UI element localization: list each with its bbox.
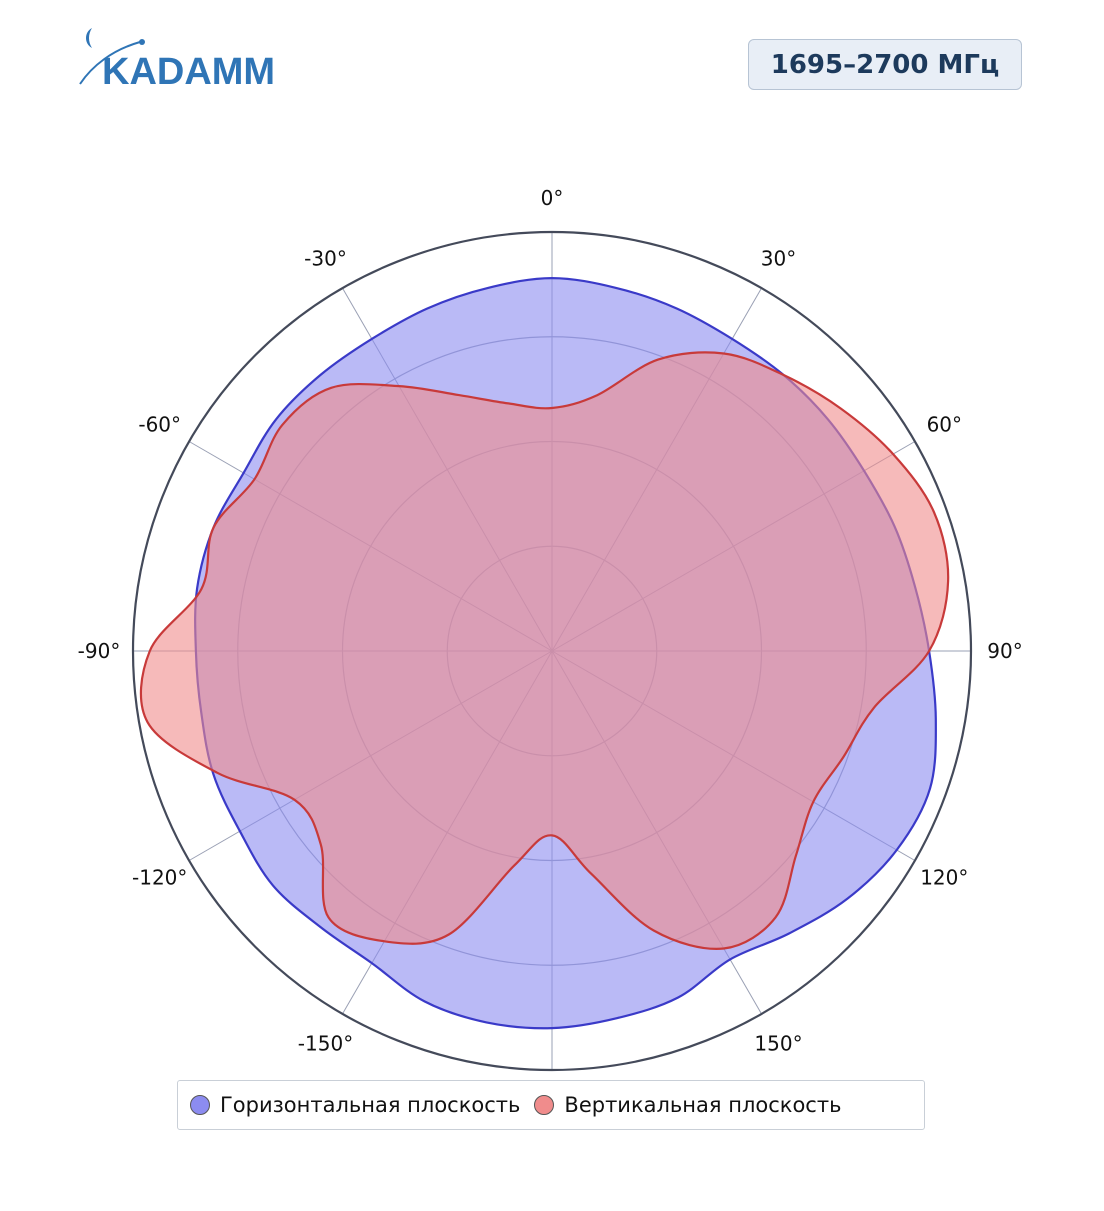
angular-tick-label-9: -90°	[78, 639, 121, 663]
angular-tick-label-7: -150°	[298, 1031, 353, 1055]
outer-circle	[131, 230, 973, 1072]
angular-tick-label-4: 120°	[920, 866, 968, 890]
angular-tick-label-3: 90°	[987, 639, 1022, 663]
legend-label-vertical: Вертикальная плоскость	[564, 1093, 842, 1117]
angular-ticks: 0° 30° 60° 90° 120° 150° -150° -120° -90° -60° -30…	[78, 186, 1023, 1055]
logo-text: KADAMM	[102, 51, 275, 90]
series-vertical-area	[139, 351, 950, 950]
polar-outline	[131, 230, 973, 1072]
angular-tick-label-8: -120°	[132, 866, 187, 890]
frequency-badge-text: 1695–2700 МГц	[770, 49, 1000, 80]
legend: Горизонтальная плоскость Вертикальная пл…	[177, 1080, 925, 1130]
angular-tick-label-1: 30°	[761, 247, 796, 271]
legend-marker-vertical	[534, 1095, 555, 1115]
angular-tick-label-0: 0°	[541, 186, 564, 210]
legend-item-horizontal[interactable]: Горизонтальная плоскость	[190, 1093, 520, 1117]
angular-tick-label-5: 150°	[754, 1031, 802, 1055]
legend-item-vertical[interactable]: Вертикальная плоскость	[534, 1093, 841, 1117]
series-layer	[139, 277, 950, 1030]
legend-marker-horizontal	[190, 1095, 210, 1115]
angular-tick-label-2: 60°	[927, 413, 962, 437]
angular-tick-label-10: -60°	[138, 413, 181, 437]
frequency-badge: 1695–2700 МГц	[748, 39, 1022, 90]
kadamm-logo: KADAMM	[78, 26, 290, 93]
legend-label-horizontal: Горизонтальная плоскость	[220, 1093, 521, 1117]
angular-tick-label-11: -30°	[304, 247, 347, 271]
